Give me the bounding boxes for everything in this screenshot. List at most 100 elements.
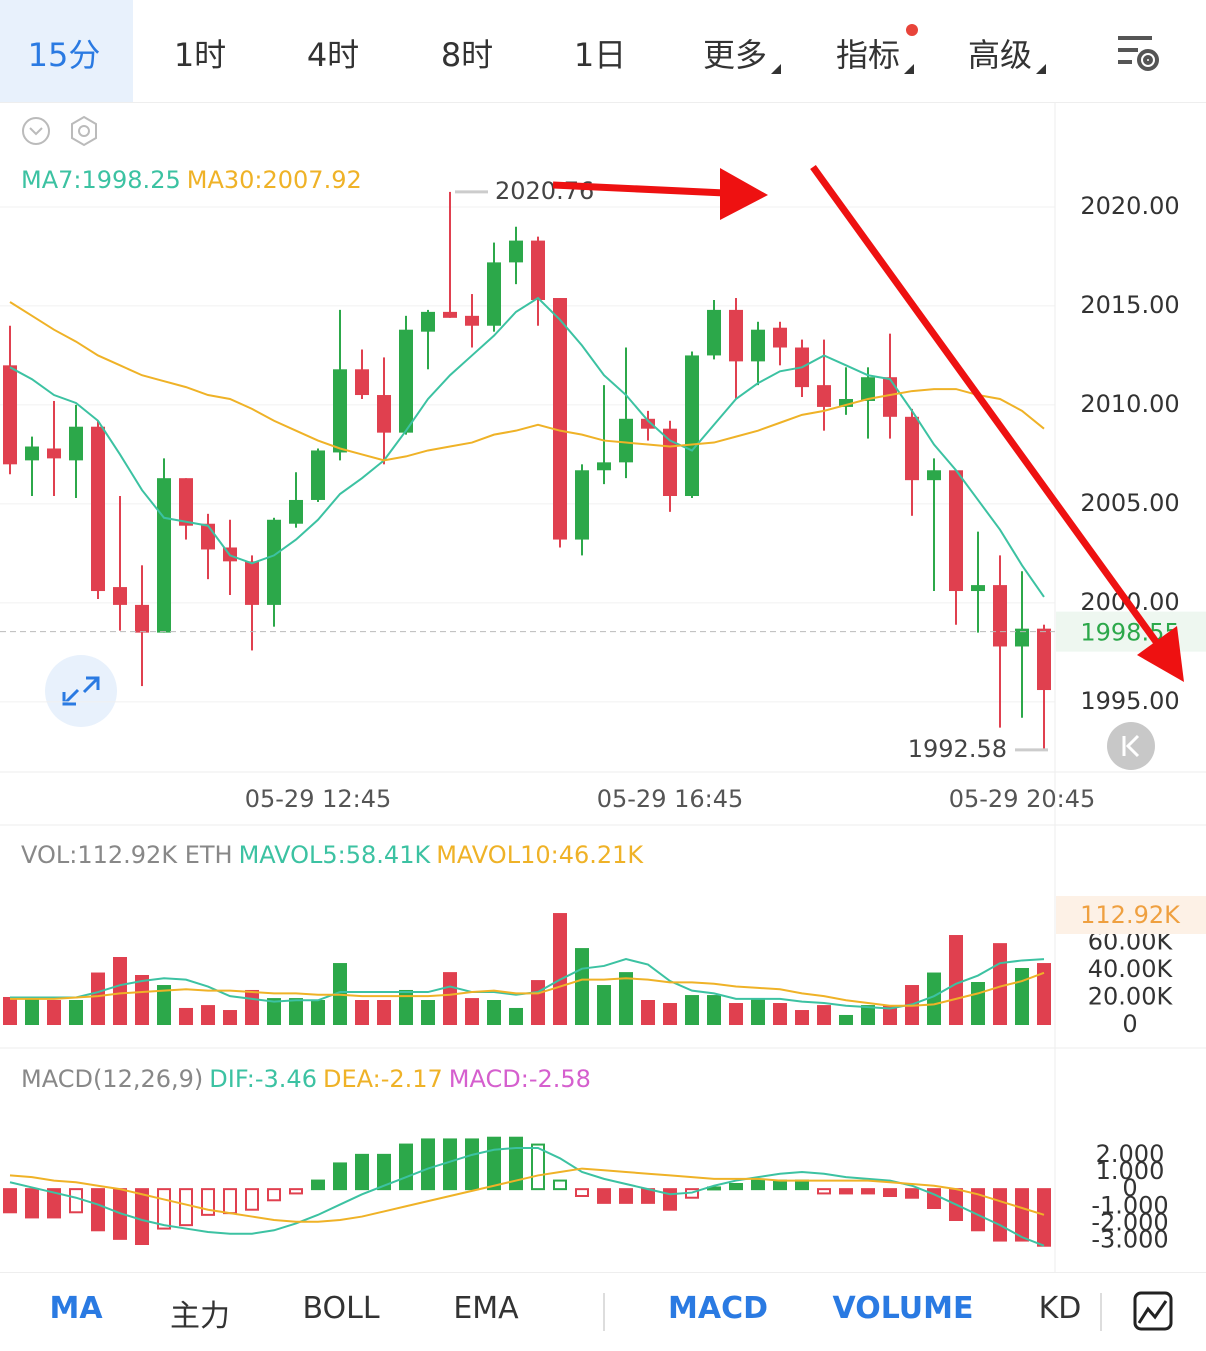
volume-bar [135,975,149,1025]
candle-body [47,448,61,459]
volume-bar [1015,967,1029,1025]
mavol-line [10,971,1045,1007]
macd-bar [729,1183,743,1191]
candle-body [905,416,919,481]
legend-entry: VOL:112.92K ETH [21,841,233,869]
macd-bar [311,1179,325,1191]
timeframe-tab[interactable]: 指标 [836,24,919,76]
macd-bar [1015,1188,1029,1242]
volume-bar [641,1000,655,1025]
timeframe-tab[interactable]: 1时 [173,36,227,74]
timeframe-tab[interactable]: 8时 [440,36,494,74]
chart: 1995.002000.002005.002010.002015.002020.… [0,103,1206,1272]
timeframe-tab[interactable]: 4时 [306,36,360,74]
collapse-icon[interactable] [22,117,50,145]
current-volume-label: 112.92K [1080,901,1181,929]
volume-bar [927,972,941,1025]
candle-body [157,478,171,633]
legend: MACD(12,26,9) DIF:-3.46 DEA:-2.17 MACD:-2.5… [21,1065,591,1093]
candle-body [487,262,501,326]
back-to-latest[interactable] [1107,722,1155,770]
macd-bar [355,1153,369,1191]
candle-body [69,426,83,461]
candle-body [113,587,127,605]
macd-bar [993,1188,1007,1242]
x-tick-label: 05-29 12:45 [245,785,392,813]
expand-button[interactable] [45,655,117,727]
settings-icon[interactable] [71,115,97,147]
legend-entry: MA30:2007.92 [187,166,362,194]
y-tick-label: 1995.00 [1080,687,1179,715]
volume-bar [223,1010,237,1025]
last-price-label: 1998.55 [1080,619,1179,647]
y-tick-label: 2010.00 [1080,390,1179,418]
candle-body [927,470,941,481]
candle-body [993,585,1007,647]
legend-entry: MAVOL5:58.41K [239,841,432,869]
macd-bar [509,1136,523,1191]
indicator-tab[interactable]: BOLL [302,1291,380,1326]
macd-bar [377,1153,391,1191]
macd-bar [289,1188,303,1195]
macd-bar [135,1188,149,1245]
indicator-tab[interactable]: 主力 [170,1299,230,1334]
indicator-tab[interactable]: VOLUME [832,1291,974,1326]
macd-bar [531,1143,545,1191]
divider [603,1293,605,1331]
volume-bar [949,935,963,1025]
y-tick-label: 2020.00 [1080,192,1179,220]
timeframe-bar: 15分 1时 4时 8时 1日 更多 指标 高级 [0,0,1206,103]
volume-bar [289,998,303,1025]
y-tick-label: -3.000 [1091,1226,1168,1254]
y-tick-label: 0 [1122,1174,1137,1202]
macd-bar [861,1188,875,1195]
volume-bar [377,1000,391,1025]
macd-bar [597,1188,611,1204]
indicator-tab[interactable]: KD [1038,1291,1082,1326]
candle-body [1037,628,1051,691]
candle-body [531,240,545,300]
candle-body [465,315,479,326]
volume-bar [91,972,105,1025]
timeframe-tab[interactable]: 15分 [27,36,101,74]
volume-bar [179,1007,193,1025]
macd-bar [487,1136,501,1191]
indicator-bar: MA 主力 BOLL EMA MACD VOLUME KD [0,1272,1206,1351]
indicator-tab[interactable]: MACD [668,1291,768,1326]
legend-entry: MA7:1998.25 [21,166,181,194]
y-tick-label: 20.00K [1088,983,1174,1011]
macd-bar [3,1188,17,1214]
volume-bar [971,982,985,1025]
candle-body [201,523,215,550]
divider [1100,1293,1102,1331]
volume-bar [69,1000,83,1025]
volume-bar [993,943,1007,1025]
volume-bar [311,1000,325,1025]
volume-bar [201,1005,215,1025]
indicator-tab[interactable]: EMA [453,1291,519,1326]
candle-body [91,426,105,592]
indicator-tab[interactable]: MA [49,1291,103,1326]
timeframe-tab[interactable]: 1日 [573,36,627,74]
candle-body [267,519,281,605]
macd-bar [245,1188,259,1211]
candle-body [707,309,721,356]
volume-bar [465,998,479,1025]
timeframe-tab[interactable]: 更多 [703,30,782,76]
y-tick-label: 2005.00 [1080,489,1179,517]
candle-body [135,604,149,633]
macd-bar [905,1188,919,1199]
volume-bar [157,985,171,1025]
macd-bar [751,1179,765,1191]
timeframe-tab[interactable]: 高级 [968,30,1047,76]
y-tick-label: 2.000 [1096,1140,1165,1168]
volume-bar [421,1000,435,1025]
settings-icon[interactable] [1112,32,1164,76]
macd-bar [333,1162,347,1191]
y-tick-label: 1.000 [1096,1157,1165,1185]
x-tick-label: 05-29 20:45 [949,785,1096,813]
drawing-tool-icon[interactable] [1133,1291,1173,1331]
candle-body [25,446,39,461]
y-tick-label: -2.000 [1091,1208,1168,1236]
volume-bar [817,1005,831,1025]
